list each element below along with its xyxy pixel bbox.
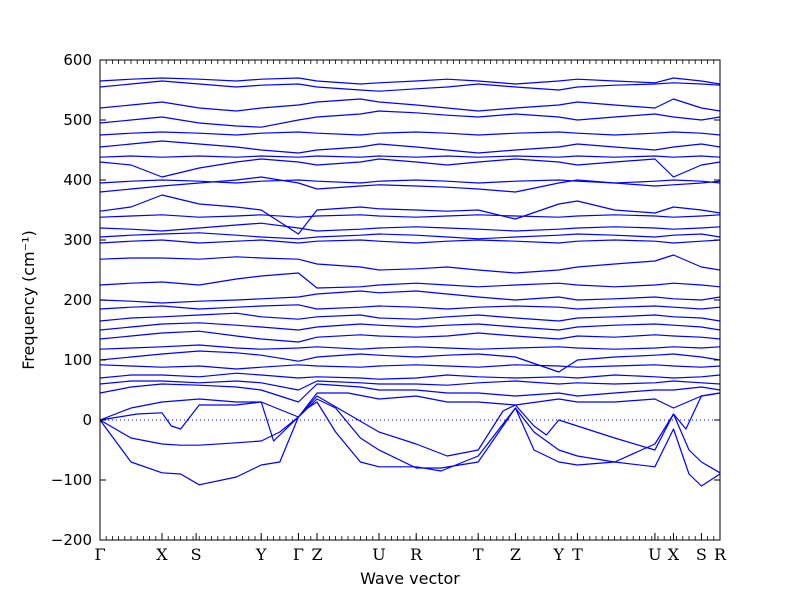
band-line-26 [99, 155, 721, 158]
kpoint-label: Z [510, 545, 521, 564]
kpoint-label: S [191, 545, 202, 564]
y-tick-label: 200 [63, 291, 92, 309]
y-tick-label: 600 [63, 51, 92, 69]
kpoint-label: R [410, 545, 423, 564]
band-line-9 [99, 350, 721, 373]
band-line-6 [99, 380, 721, 391]
band-line-20 [99, 222, 721, 232]
band-line-16 [99, 272, 721, 289]
x-axis-label: Wave vector [360, 569, 460, 588]
y-tick-label: 100 [63, 351, 92, 369]
band-line-19 [99, 232, 721, 240]
kpoint-label: T [473, 545, 484, 564]
band-line-23 [99, 176, 721, 193]
band-line-8 [99, 364, 721, 370]
kpoint-label: U [648, 545, 661, 564]
kpoint-label: U [372, 545, 385, 564]
band-line-4 [99, 392, 721, 421]
y-axis-label: Frequency (cm⁻¹) [19, 230, 38, 369]
y-tick-label: 400 [63, 171, 92, 189]
kpoint-label: S [696, 545, 707, 564]
kpoint-label: X [668, 545, 680, 564]
y-tick-label: 300 [63, 231, 92, 249]
band-line-27 [99, 140, 721, 154]
band-line-11 [99, 330, 721, 343]
y-tick-label: 0 [82, 411, 92, 429]
band-line-3 [99, 392, 721, 457]
band-line-17 [99, 254, 721, 274]
band-line-15 [99, 290, 721, 304]
band-line-31 [99, 80, 721, 92]
y-tick-label: −100 [51, 471, 92, 489]
kpoint-label: Y [255, 545, 267, 564]
band-line-29 [99, 110, 721, 128]
kpoint-label: Z [311, 545, 322, 564]
band-line-28 [99, 131, 721, 136]
y-tick-label: 500 [63, 111, 92, 129]
kpoint-label: X [156, 545, 168, 564]
kpoint-label: Γ [293, 545, 304, 564]
kpoint-label: T [572, 545, 583, 564]
band-line-18 [99, 239, 721, 244]
y-tick-label: −200 [51, 531, 92, 549]
band-line-24 [99, 179, 721, 184]
band-line-14 [99, 304, 721, 310]
band-line-10 [99, 344, 721, 350]
kpoint-label: Y [553, 545, 565, 564]
band-line-1 [99, 401, 721, 487]
band-line-12 [99, 322, 721, 331]
kpoint-label: Γ [94, 545, 105, 564]
band-line-7 [99, 372, 721, 380]
band-line-30 [99, 98, 721, 112]
band-line-2 [99, 398, 721, 474]
plot-frame [99, 59, 721, 541]
kpoint-label: R [714, 545, 727, 564]
band-line-32 [99, 77, 721, 85]
band-line-21 [99, 214, 721, 218]
band-line-22 [99, 194, 721, 235]
band-line-5 [99, 383, 721, 403]
band-line-25 [99, 158, 721, 178]
band-line-13 [99, 312, 721, 322]
